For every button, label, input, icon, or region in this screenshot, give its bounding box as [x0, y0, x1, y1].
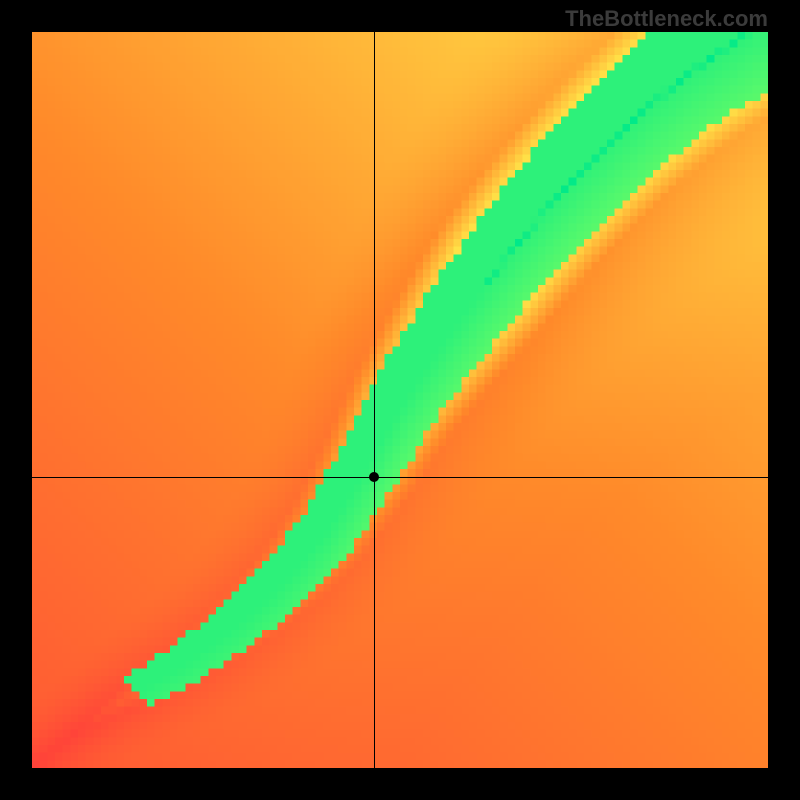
watermark-text: TheBottleneck.com: [565, 6, 768, 32]
bottleneck-heatmap: [32, 32, 768, 768]
crosshair-vertical: [374, 32, 375, 768]
crosshair-horizontal: [32, 477, 768, 478]
